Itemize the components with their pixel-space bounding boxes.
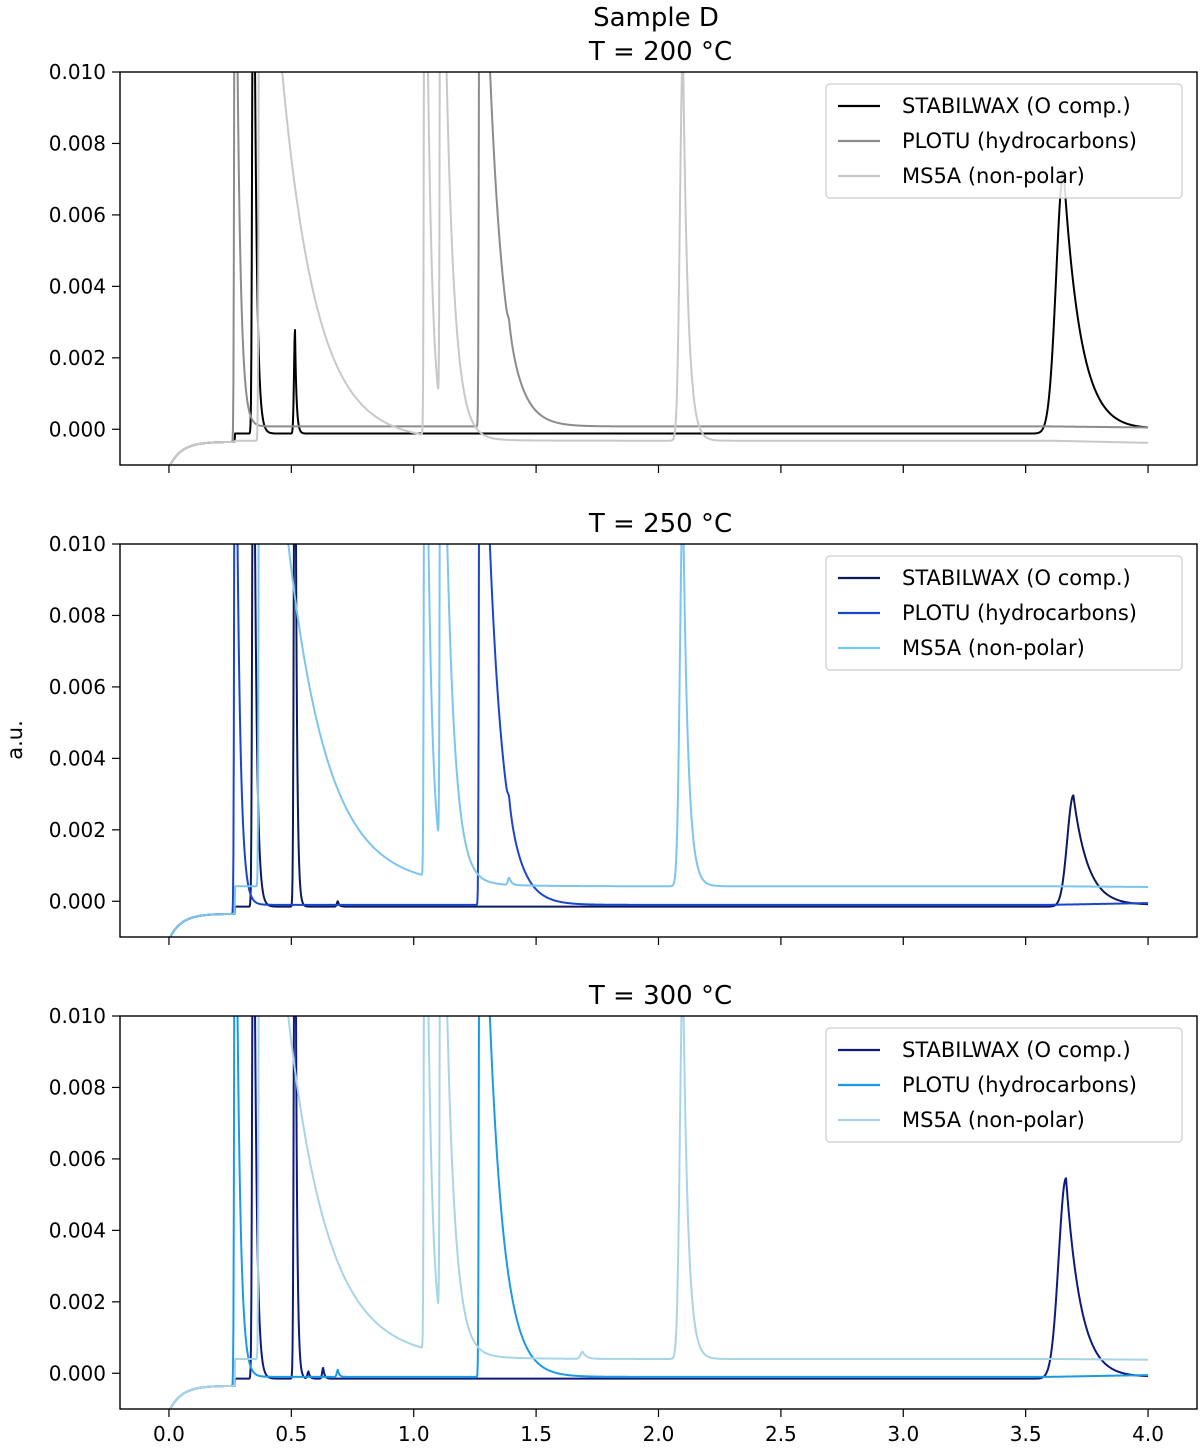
x-tick-label: 4.0 — [1132, 1422, 1164, 1446]
plot-frame — [119, 71, 1198, 466]
y-tick-label: 0.004 — [49, 1218, 106, 1242]
x-tick-label: 1.0 — [398, 1422, 430, 1446]
x-tick-label: 0.0 — [153, 1422, 185, 1446]
subplot-200: T = 200 °C 0.000 0.002 0.004 0.006 0.008 0.010… — [49, 37, 1198, 473]
y-tick-label: 0.008 — [49, 131, 106, 155]
plot-frame — [119, 543, 1198, 938]
legend-250: STABILWAX (O comp.) PLOTU (hydrocarbons) M… — [825, 555, 1183, 671]
y-tick-label: 0.004 — [49, 274, 106, 298]
series-line-300-0 — [169, 1016, 1149, 1409]
y-tick-label: 0.000 — [49, 417, 106, 441]
y-tick-label: 0.002 — [49, 818, 106, 842]
series-line-250-1 — [169, 544, 1149, 937]
legend-300: STABILWAX (O comp.) PLOTU (hydrocarbons) M… — [825, 1027, 1183, 1143]
y-tick-label: 0.006 — [49, 1147, 106, 1171]
legend-label: STABILWAX (O comp.) — [902, 1038, 1131, 1062]
legend-label: MS5A (non-polar) — [902, 636, 1085, 660]
y-tick-label: 0.006 — [49, 203, 106, 227]
y-tick-label: 0.000 — [49, 1361, 106, 1385]
y-tick-label: 0.010 — [49, 532, 106, 556]
subplot-title-250: T = 250 °C — [588, 509, 732, 539]
y-tick-label: 0.010 — [49, 60, 106, 84]
y-tick-label: 0.010 — [49, 1004, 106, 1028]
y-tick-label: 0.008 — [49, 1075, 106, 1099]
y-tick-label: 0.008 — [49, 603, 106, 627]
series-line-300-2 — [169, 1016, 1149, 1409]
subplot-300: T = 300 °C 0.000 0.002 0.004 0.006 0.008 0.010… — [49, 981, 1198, 1446]
x-tick-label: 1.5 — [520, 1422, 552, 1446]
figure-suptitle: Sample D — [593, 3, 719, 33]
x-tick-label: 2.5 — [765, 1422, 797, 1446]
y-tick-label: 0.006 — [49, 675, 106, 699]
legend-200: STABILWAX (O comp.) PLOTU (hydrocarbons) M… — [825, 83, 1183, 199]
x-tick-label: 0.5 — [275, 1422, 307, 1446]
series-line-200-2 — [169, 72, 1149, 465]
x-tick-label: 3.5 — [1010, 1422, 1042, 1446]
legend-label: STABILWAX (O comp.) — [902, 566, 1131, 590]
legend-label: MS5A (non-polar) — [902, 164, 1085, 188]
subplot-title-300: T = 300 °C — [588, 981, 732, 1011]
y-tick-label: 0.004 — [49, 746, 106, 770]
series-line-250-0 — [169, 544, 1149, 937]
series-line-250-2 — [169, 544, 1149, 937]
legend-label: STABILWAX (O comp.) — [902, 94, 1131, 118]
legend-label: PLOTU (hydrocarbons) — [902, 1073, 1137, 1097]
legend-label: PLOTU (hydrocarbons) — [902, 129, 1137, 153]
y-tick-label: 0.002 — [49, 1290, 106, 1314]
x-tick-label: 2.0 — [643, 1422, 675, 1446]
legend-label: PLOTU (hydrocarbons) — [902, 601, 1137, 625]
y-axis-label: a.u. — [3, 720, 27, 760]
legend-label: MS5A (non-polar) — [902, 1108, 1085, 1132]
plot-frame — [119, 1015, 1198, 1410]
series-line-200-0 — [169, 72, 1149, 465]
series-line-300-1 — [169, 1016, 1149, 1409]
series-line-200-1 — [169, 72, 1149, 465]
y-tick-label: 0.002 — [49, 346, 106, 370]
subplot-title-200: T = 200 °C — [588, 37, 732, 67]
x-tick-label: 3.0 — [887, 1422, 919, 1446]
subplot-250: T = 250 °C 0.000 0.002 0.004 0.006 0.008 0.010… — [49, 509, 1198, 945]
y-tick-label: 0.000 — [49, 889, 106, 913]
